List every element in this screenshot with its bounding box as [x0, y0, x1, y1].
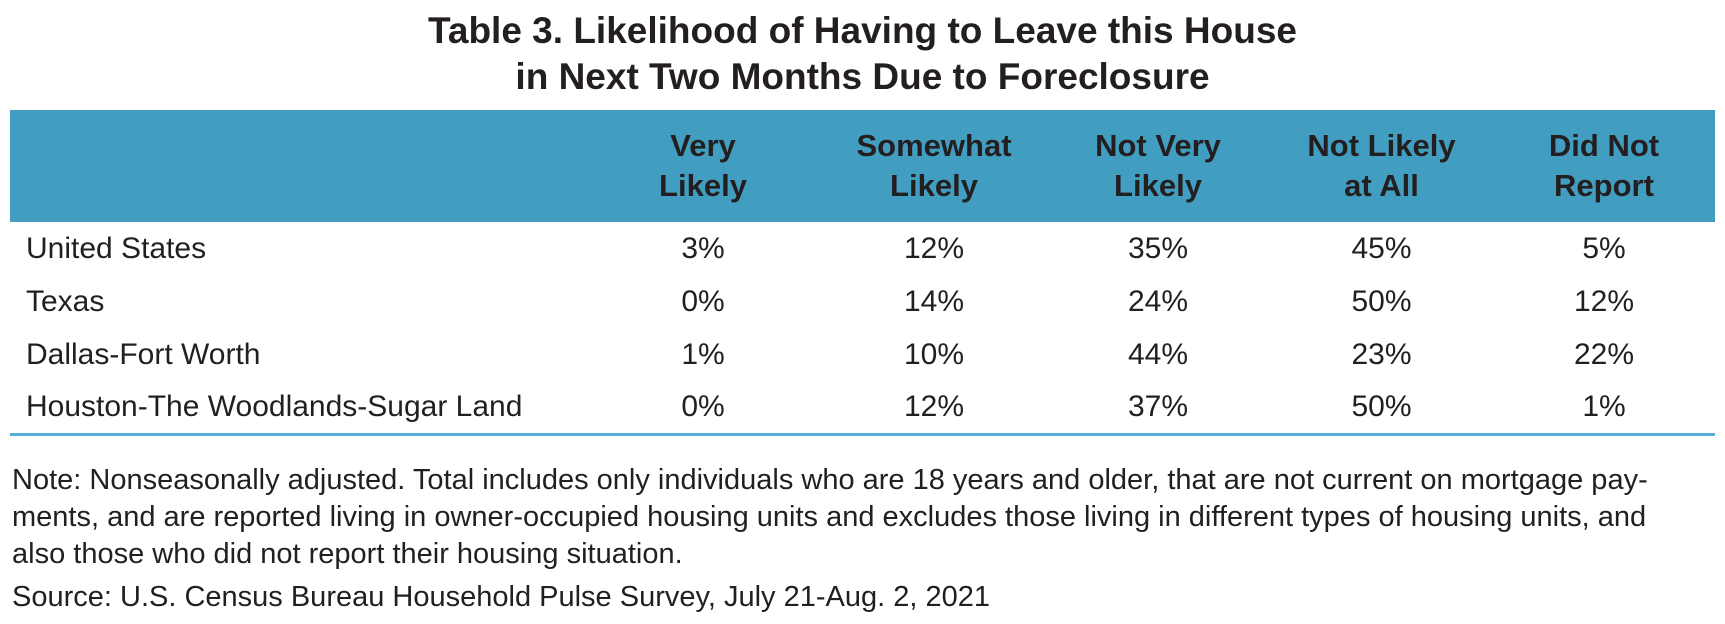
note-line-2: ments, and are reported living in owner-…	[12, 500, 1647, 533]
column-header-blank	[10, 110, 584, 222]
table-cell: 12%	[822, 381, 1046, 436]
column-header-text: Did Not	[1548, 128, 1660, 163]
table-title-line-2: in Next Two Months Due to Foreclosure	[515, 56, 1210, 97]
table-cell: 14%	[903, 284, 965, 318]
table-cell: 0%	[681, 284, 725, 318]
column-header-text: Likely	[890, 168, 978, 203]
column-header-text: Likely	[659, 168, 747, 203]
table-row-texas: Texas 0% 14% 24% 50% 12%	[10, 275, 1715, 328]
column-header-text: Somewhat	[856, 128, 1012, 163]
column-header-not-very-likely: Not Very Likely	[1046, 110, 1270, 222]
column-header-somewhat-likely: Somewhat Likely	[822, 110, 1046, 222]
column-header-text: Not Very	[1095, 128, 1221, 163]
table-cell: 10%	[903, 337, 965, 371]
table-cell: 1%	[681, 337, 725, 371]
table-cell: 44%	[1127, 337, 1189, 371]
table-cell: 23%	[1351, 337, 1412, 371]
foreclosure-likelihood-table: Very Likely Somewhat Likely Not Very Lik…	[10, 110, 1715, 436]
note-line-3: also those who did not report their hous…	[12, 537, 683, 570]
table-cell: 45%	[1351, 231, 1412, 265]
table-cell: 1%	[1493, 381, 1715, 436]
column-header-did-not-report: Did Not Report	[1493, 110, 1715, 222]
row-label: Houston-The Woodlands-Sugar Land	[10, 381, 584, 436]
table-cell: 5%	[1582, 231, 1626, 265]
table-row-houston-woodlands-sugar-land: Houston-The Woodlands-Sugar Land 0% 12% …	[10, 381, 1715, 436]
row-label: Dallas-Fort Worth	[26, 337, 261, 371]
note-text: Note: Nonseasonally adjusted. Total incl…	[12, 462, 1713, 573]
table-header-band: Very Likely Somewhat Likely Not Very Lik…	[10, 110, 1715, 222]
table-cell: 0%	[584, 381, 822, 436]
note-line-1: Note: Nonseasonally adjusted. Total incl…	[12, 463, 1648, 496]
row-label: United States	[26, 231, 207, 265]
column-header-not-likely-at-all: Not Likely at All	[1270, 110, 1493, 222]
table-cell: 12%	[1573, 284, 1635, 318]
table-cell: 3%	[681, 231, 725, 265]
table-cell: 35%	[1127, 231, 1189, 265]
header-row: Very Likely Somewhat Likely Not Very Lik…	[10, 110, 1715, 222]
column-header-text: Report	[1554, 168, 1654, 203]
column-header-text: Very	[670, 128, 736, 163]
column-header-very-likely: Very Likely	[584, 110, 822, 222]
table-cell: 50%	[1270, 381, 1493, 436]
table-cell: 50%	[1351, 284, 1412, 318]
column-header-text: at All	[1344, 168, 1419, 203]
table-row-united-states: United States 3% 12% 35% 45% 5%	[10, 222, 1715, 275]
table-cell: 24%	[1127, 284, 1189, 318]
table-title: Table 3. Likelihood of Having to Leave t…	[0, 0, 1725, 100]
column-header-text: Not Likely	[1307, 128, 1456, 163]
table-title-line-1: Table 3. Likelihood of Having to Leave t…	[428, 10, 1297, 51]
table-cell: 37%	[1046, 381, 1270, 436]
table-cell: 12%	[903, 231, 965, 265]
table-cell: 22%	[1573, 337, 1635, 371]
source-text: Source: U.S. Census Bureau Household Pul…	[12, 580, 990, 613]
row-label: Texas	[26, 284, 105, 318]
table-row-dallas-fort-worth: Dallas-Fort Worth 1% 10% 44% 23% 22%	[10, 328, 1715, 381]
column-header-text: Likely	[1114, 168, 1202, 203]
